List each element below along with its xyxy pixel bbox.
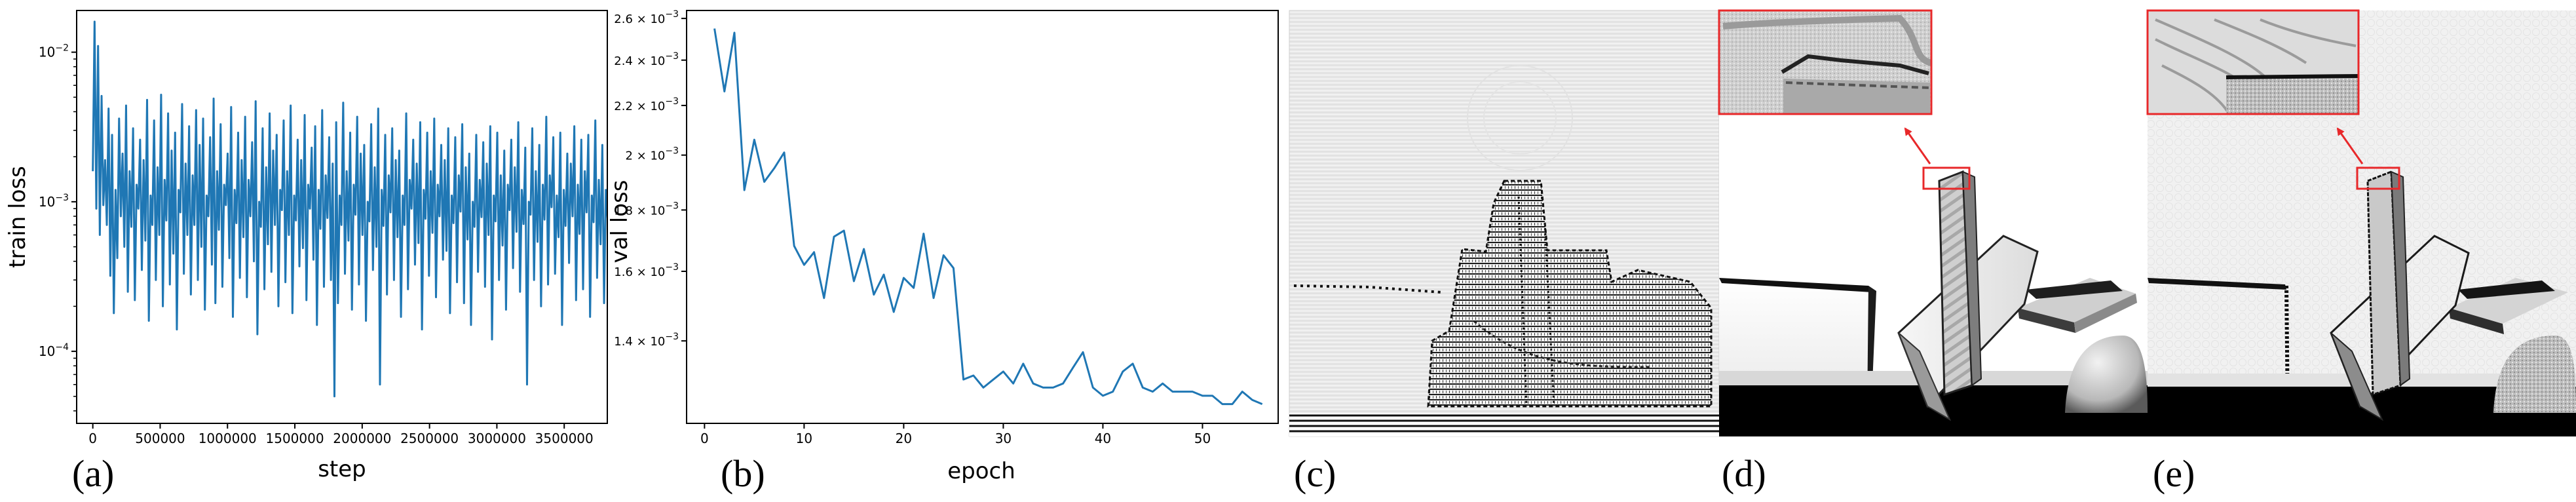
y-tick-label: 10−3	[39, 193, 69, 210]
render-e-zoom-box	[2356, 166, 2400, 190]
chart-b-ylabel: val loss	[607, 180, 633, 263]
x-tick-label: 1000000	[199, 431, 257, 446]
render-d-zoom-box	[1922, 166, 1971, 190]
y-tick-label: 1.6 × 10−3	[614, 262, 679, 279]
render-c: (c)	[1289, 10, 1720, 495]
x-tick-label: 1500000	[266, 431, 324, 446]
y-tick-label: 10−4	[39, 342, 69, 359]
chart-a-ylabel: train loss	[5, 166, 31, 268]
y-tick-label: 2.2 × 10−3	[614, 96, 679, 113]
x-tick-label: 3500000	[535, 431, 594, 446]
x-tick-label: 3000000	[468, 431, 526, 446]
chart-b-ticks: 0 10 20 30 40 50 2.6 × 10−3 2.4 × 10−3 2.2 × 10−…	[614, 9, 1211, 446]
panel-letter-c: (c)	[1294, 452, 1336, 495]
x-tick-label: 20	[896, 431, 912, 446]
panel-letter-b: (b)	[721, 452, 765, 495]
chart-a: 0 500000 1000000 1500000 2000000 2500000 30000…	[5, 10, 608, 495]
x-tick-label: 50	[1194, 431, 1211, 446]
render-e: (e)	[2146, 9, 2576, 495]
x-tick-label: 2500000	[400, 431, 459, 446]
render-d-arrow	[1904, 127, 1931, 164]
chart-a-ticks: 0 500000 1000000 1500000 2000000 2500000 30000…	[39, 43, 594, 446]
panel-letter-d: (d)	[1722, 452, 1766, 495]
y-tick-label: 10−2	[39, 43, 69, 60]
chart-b-xlabel: epoch	[947, 458, 1015, 484]
x-tick-label: 2000000	[333, 431, 391, 446]
chart-b: 0 10 20 30 40 50 2.6 × 10−3 2.4 × 10−3 2.2 × 10−…	[607, 9, 1279, 495]
y-tick-label: 1.4 × 10−3	[614, 332, 679, 349]
x-tick-label: 0	[700, 431, 709, 446]
chart-a-xlabel: step	[318, 456, 366, 482]
render-e-sphere	[2493, 336, 2576, 413]
panel-letter-a: (a)	[72, 452, 114, 495]
y-tick-label: 2 × 10−3	[625, 146, 679, 163]
y-tick-label: 2.4 × 10−3	[614, 51, 679, 68]
panel-letter-e: (e)	[2153, 452, 2195, 495]
x-tick-label: 0	[88, 431, 97, 446]
x-tick-label: 500000	[135, 431, 185, 446]
render-d: (d)	[1718, 9, 2148, 495]
render-e-arrow	[2336, 127, 2364, 164]
x-tick-label: 10	[796, 431, 812, 446]
chart-b-frame	[686, 10, 1279, 424]
chart-a-frame	[76, 10, 608, 424]
x-tick-label: 40	[1095, 431, 1111, 446]
y-tick-label: 1.8 × 10−3	[614, 201, 679, 218]
val-loss-series	[713, 28, 1263, 406]
x-tick-label: 30	[995, 431, 1012, 446]
train-loss-series	[92, 20, 607, 398]
render-c-objects	[1428, 181, 1711, 406]
render-d-sphere	[2065, 336, 2148, 413]
y-tick-label: 2.6 × 10−3	[614, 9, 679, 26]
render-c-ripple	[1467, 65, 1573, 171]
